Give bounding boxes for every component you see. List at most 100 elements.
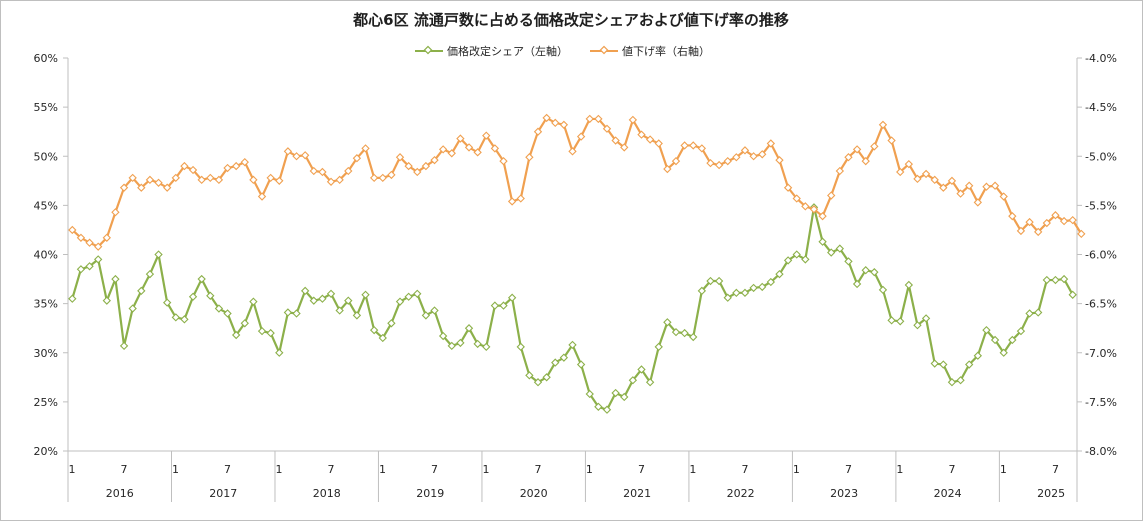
discount-point xyxy=(620,143,629,152)
discount-point xyxy=(378,173,387,183)
discount-point xyxy=(706,158,715,168)
discount-point xyxy=(300,151,310,160)
chart-title: 都心6区 流通戸数に占める価格改定シェアおよび値下げ率の推移 xyxy=(352,11,789,29)
month-tick-label: 1 xyxy=(586,463,593,476)
discount-point xyxy=(438,145,448,154)
discount-point xyxy=(404,161,413,171)
share-point xyxy=(654,342,663,352)
discount-point xyxy=(413,167,422,177)
discount-point xyxy=(335,175,344,185)
share-point xyxy=(835,244,845,253)
month-tick-label: 7 xyxy=(431,463,438,476)
year-label: 2021 xyxy=(623,487,651,500)
right-tick-label: -5.0% xyxy=(1085,150,1117,163)
month-tick-label: 1 xyxy=(275,463,282,476)
share-point xyxy=(870,268,879,277)
share-point xyxy=(404,292,413,301)
share-point xyxy=(1051,275,1060,285)
share-point xyxy=(723,293,732,302)
discount-point xyxy=(930,175,939,184)
left-tick-label: 45% xyxy=(34,199,58,212)
discount-point xyxy=(999,192,1008,201)
share-point xyxy=(1008,335,1017,345)
discount-point xyxy=(387,170,396,180)
share-point xyxy=(413,289,422,298)
share-point xyxy=(300,286,310,296)
share-point xyxy=(921,314,931,323)
share-point xyxy=(223,309,232,318)
share-point xyxy=(326,289,336,298)
discount-point xyxy=(758,150,767,159)
share-point xyxy=(275,348,284,357)
share-point xyxy=(878,285,888,295)
share-point xyxy=(240,319,249,328)
discount-point xyxy=(76,233,86,242)
discount-point xyxy=(568,147,577,156)
legend-discount-marker xyxy=(599,45,609,55)
share-point xyxy=(231,330,241,340)
share-point xyxy=(102,296,111,305)
share-point xyxy=(818,237,827,246)
share-point xyxy=(620,392,629,402)
share-point xyxy=(697,286,707,296)
discount-point xyxy=(844,153,853,162)
discount-point xyxy=(585,114,594,124)
discount-point xyxy=(775,156,784,165)
year-label: 2020 xyxy=(520,487,548,500)
discount-point xyxy=(913,174,922,184)
left-tick-label: 55% xyxy=(34,101,58,114)
discount-point xyxy=(723,156,732,166)
discount-point xyxy=(766,139,776,148)
share-point xyxy=(395,297,405,306)
discount-point xyxy=(266,173,275,183)
discount-point xyxy=(533,127,543,136)
year-label: 2018 xyxy=(313,487,341,500)
discount-point xyxy=(801,202,810,211)
share-point xyxy=(1068,290,1077,299)
discount-point xyxy=(275,176,284,185)
left-tick-label: 60% xyxy=(34,52,58,65)
discount-point xyxy=(965,181,974,190)
year-label: 2016 xyxy=(106,487,134,500)
discount-point xyxy=(947,176,957,185)
share-point xyxy=(257,326,267,336)
discount-point xyxy=(456,134,465,143)
right-axis-ticks: -8.0% -7.5% -7.0% -6.5% -6.0% -5.5% -5.0% -4.5%… xyxy=(1077,52,1117,458)
share-point xyxy=(792,250,801,259)
share-point xyxy=(749,283,758,293)
share-point xyxy=(206,291,215,300)
share-point xyxy=(801,255,810,264)
discount-point xyxy=(421,161,431,171)
share-point xyxy=(689,332,698,342)
discount-point xyxy=(369,173,379,183)
share-point xyxy=(318,294,327,303)
month-tick-label: 7 xyxy=(121,463,128,476)
month-tick-label: 1 xyxy=(896,463,903,476)
discount-point xyxy=(896,167,905,177)
month-tick-label: 1 xyxy=(793,463,800,476)
discount-point xyxy=(542,113,551,123)
share-point xyxy=(585,389,594,399)
share-point xyxy=(602,405,612,414)
discount-point xyxy=(559,120,569,129)
discount-point xyxy=(835,166,845,176)
discount-point xyxy=(827,191,836,200)
share-point xyxy=(516,342,525,352)
discount-point xyxy=(257,192,267,201)
discount-point xyxy=(68,225,77,235)
share-point xyxy=(335,306,344,315)
discount-point xyxy=(309,166,318,176)
share-point xyxy=(758,282,767,292)
discount-point xyxy=(326,177,336,186)
discount-point xyxy=(749,152,758,161)
discount-point xyxy=(870,142,879,151)
legend-share-marker xyxy=(423,45,433,55)
share-point xyxy=(706,276,715,286)
share-point xyxy=(344,296,353,305)
discount-point xyxy=(283,147,293,156)
discount-point xyxy=(697,144,707,153)
share-point xyxy=(482,342,491,352)
share-point xyxy=(766,277,776,287)
share-point xyxy=(214,304,224,313)
share-point xyxy=(887,316,896,325)
